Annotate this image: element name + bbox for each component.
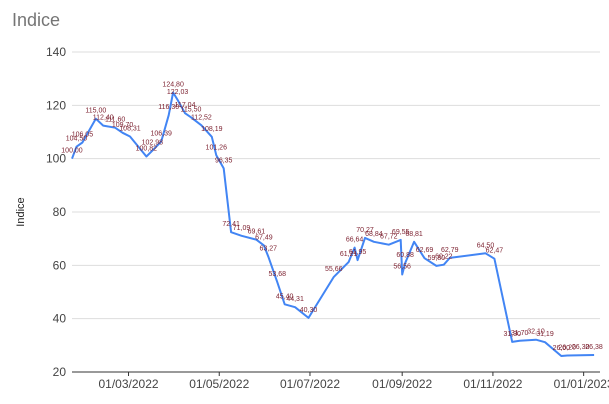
data-label: 31,19 [536,331,554,338]
data-label: 102,98 [142,140,164,147]
x-tick-label: 01/01/2023 [554,377,609,391]
data-label: 26,38 [585,344,603,351]
data-label: 106,39 [151,131,173,138]
data-label: 70,27 [356,227,374,234]
data-label: 26,30 [572,344,590,351]
data-label: 116,30 [158,104,179,111]
data-label: 64,50 [477,242,495,249]
data-label: 108,31 [119,126,141,133]
data-label: 26,00 [553,345,571,352]
data-label: 69,55 [392,229,410,236]
data-label: 60,22 [435,254,453,261]
data-label: 111,60 [105,117,125,124]
data-label: 56,56 [393,264,411,271]
data-label: 108,19 [201,126,223,133]
chart-title: Indice [12,10,60,30]
data-label: 71,09 [233,225,251,232]
x-tick-label: 01/03/2022 [98,377,158,391]
y-tick-label: 20 [53,365,67,379]
data-label: 55,66 [325,266,343,273]
data-label: 106,05 [72,132,94,139]
data-label: 32,10 [527,329,545,336]
y-tick-label: 100 [46,152,66,166]
data-label: 96,35 [215,157,233,164]
x-tick-label: 01/09/2022 [372,377,432,391]
data-label: 61,21 [340,251,358,258]
data-label: 44,31 [286,296,304,303]
data-label: 69,61 [248,229,266,236]
x-tick-label: 01/05/2022 [189,377,249,391]
x-tick-label: 01/07/2022 [280,377,340,391]
data-label: 104,50 [66,136,88,143]
data-label: 100,00 [61,148,83,155]
data-label: 60,88 [396,252,414,259]
data-label: 62,69 [416,247,434,254]
y-axis-title: Indice [15,197,27,226]
data-label: 115,50 [181,106,202,113]
data-label: 112,52 [191,114,212,121]
data-label: 26,20 [559,344,577,351]
data-label: 68,84 [365,231,383,238]
data-label: 66,64 [346,237,364,244]
data-label: 59,80 [428,255,446,262]
data-label: 53,68 [268,271,286,278]
data-label: 68,81 [405,231,423,238]
data-label: 109,70 [112,122,134,129]
data-label: 40,30 [300,307,318,314]
data-label: 67,72 [380,234,398,241]
data-label: 61,95 [349,249,367,256]
data-label: 31,70 [511,330,529,337]
data-label: 101,26 [206,144,228,151]
data-label: 62,47 [486,248,504,255]
data-label: 31,30 [503,331,521,338]
y-tick-label: 120 [46,98,66,112]
data-label: 112,40 [93,115,114,122]
data-label: 67,49 [255,234,273,241]
x-tick-label: 01/11/2022 [463,377,522,391]
y-tick-label: 40 [53,312,67,326]
data-label: 62,79 [441,247,459,254]
data-label: 117,04 [175,102,196,109]
data-label: 124,80 [162,82,184,89]
data-label: 45,40 [276,293,294,300]
data-label: 115,00 [85,108,106,115]
data-label: 63,27 [260,246,278,253]
y-tick-label: 60 [53,258,67,272]
line-series [71,91,595,357]
data-label: 72,41 [222,221,240,228]
y-tick-label: 140 [46,45,66,59]
data-label: 122,03 [167,89,189,96]
y-tick-label: 80 [53,205,67,219]
data-label: 100,82 [136,145,158,152]
